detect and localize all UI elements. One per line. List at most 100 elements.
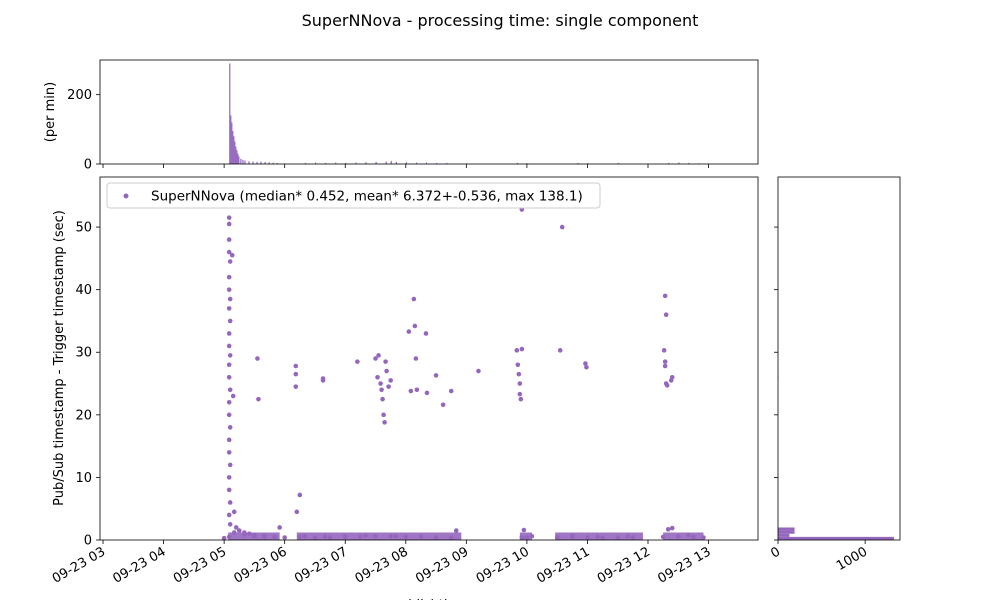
rate-histogram-bar — [268, 162, 270, 164]
legend-entry: SuperNNova (median* 0.452, mean* 6.372+-… — [151, 189, 583, 205]
rate-histogram-bar — [304, 162, 307, 164]
scatter-point — [517, 381, 523, 386]
rate-histogram-bar — [395, 161, 397, 164]
scatter-point — [227, 387, 233, 393]
scatter-point — [282, 535, 287, 540]
scatter-point — [386, 384, 391, 389]
scatter-point — [414, 387, 420, 393]
scatter-point — [227, 259, 233, 264]
scatter-point — [384, 368, 389, 374]
latency-scatter-xtick-label: 09-23 06 — [232, 544, 290, 586]
latency-scatter-ytick-label: 0 — [84, 534, 92, 549]
scatter-point — [516, 371, 522, 377]
scatter-point — [381, 412, 386, 418]
rate-histogram-bar — [234, 141, 236, 164]
latency-scatter-xtick-label: 09-23 07 — [292, 544, 350, 586]
scatter-point — [227, 318, 233, 324]
scatter-point — [669, 525, 675, 531]
scatter-point — [373, 356, 378, 361]
rate-histogram-bar — [237, 153, 239, 164]
scatter-point — [662, 359, 668, 364]
scatter-point — [408, 388, 414, 394]
rate-histogram-bar — [236, 150, 238, 164]
latency-histogram-frame — [778, 177, 900, 540]
rate-histogram-bar — [385, 161, 387, 164]
rate-histogram-bar — [415, 162, 418, 164]
scatter-point — [255, 356, 260, 361]
latency-scatter-xticks: 09-23 03 09-23 04 09-23 05 09-23 06 09-23 07… — [50, 540, 714, 587]
rate-histogram-border — [99, 59, 759, 165]
scatter-point — [521, 527, 527, 533]
rate-histogram-bar — [256, 161, 258, 164]
scatter-point — [227, 296, 233, 302]
rate-histogram-bar — [264, 161, 266, 164]
scatter-point — [226, 400, 232, 405]
scatter-point — [388, 378, 393, 383]
scatter-point — [226, 450, 232, 455]
scatter-point — [413, 356, 419, 361]
latency-scatter-ytick-label: 30 — [75, 346, 92, 361]
latency-scatter-xtick-label: 09-23 05 — [171, 544, 229, 586]
latency-scatter-xlabel: publishtime — [392, 598, 468, 600]
rate-histogram-bar — [577, 162, 579, 164]
latency-histogram-bar — [778, 536, 894, 540]
scatter-point — [559, 224, 565, 230]
rate-histogram-bar — [230, 115, 232, 164]
latency-histogram-yticks — [774, 226, 778, 541]
latency-histogram-border — [777, 176, 901, 541]
scatter-point — [226, 287, 232, 292]
scatter-point — [515, 362, 521, 368]
rate-histogram-bar — [314, 162, 317, 164]
scatter-point — [221, 535, 227, 541]
scatter-point — [226, 362, 232, 368]
rate-histogram-bar — [272, 162, 274, 164]
scatter-point — [665, 527, 671, 532]
scatter-point — [226, 331, 232, 336]
rate-histogram-bar — [390, 160, 392, 164]
scatter-point — [664, 383, 670, 388]
latency-scatter-border — [99, 176, 759, 541]
latency-histogram-xtick-label: 0 — [768, 544, 783, 561]
scatter-point — [227, 522, 233, 527]
rate-histogram-bar — [668, 162, 670, 164]
latency-scatter-ytick-label: 40 — [75, 283, 92, 298]
latency-scatter-xtick-label: 09-23 03 — [50, 544, 108, 586]
rate-histogram-bar — [325, 162, 327, 164]
scatter-point — [226, 374, 232, 380]
scatter-point — [669, 374, 675, 380]
latency-scatter-xtick-label: 09-23 10 — [474, 544, 532, 586]
rate-histogram-bar — [355, 162, 357, 164]
scatter-point — [236, 528, 242, 533]
rate-histogram-bar — [617, 162, 619, 164]
rate-histogram-ytick-label: 200 — [67, 88, 92, 103]
rate-histogram-bar — [276, 162, 278, 164]
rate-histogram-bar — [244, 160, 246, 164]
scatter-point — [294, 509, 300, 515]
rate-histogram-bar — [365, 162, 367, 164]
scatter-point — [514, 348, 520, 353]
rate-histogram-bar — [248, 161, 250, 164]
rate-histogram-yticks: 0 200 — [67, 88, 100, 173]
scatter-point — [518, 396, 524, 402]
latency-scatter-xtick-label: 09-23 09 — [413, 544, 471, 586]
scatter-point — [226, 249, 232, 255]
rate-histogram-bar — [260, 161, 262, 164]
rate-histogram-bar — [678, 162, 680, 164]
scatter-point — [226, 274, 232, 280]
latency-scatter-xtick-label: 09-23 04 — [110, 544, 168, 586]
latency-scatter-frame — [100, 177, 758, 540]
scatter-point — [584, 364, 589, 370]
rate-histogram-bar — [238, 156, 240, 164]
scatter-point — [277, 525, 282, 530]
latency-histogram-bar — [778, 527, 795, 531]
scatter-point — [423, 331, 429, 336]
scatter-point — [226, 512, 232, 518]
scatter-point — [376, 353, 381, 358]
scatter-point — [662, 363, 668, 369]
rate-histogram-frame — [100, 60, 758, 164]
latency-scatter-ylabel: Pub/Sub timestamp - Trigger timestamp (s… — [52, 210, 67, 506]
scatter-point — [233, 525, 239, 530]
scatter-cluster — [519, 532, 532, 540]
rate-histogram-bar — [516, 162, 518, 164]
